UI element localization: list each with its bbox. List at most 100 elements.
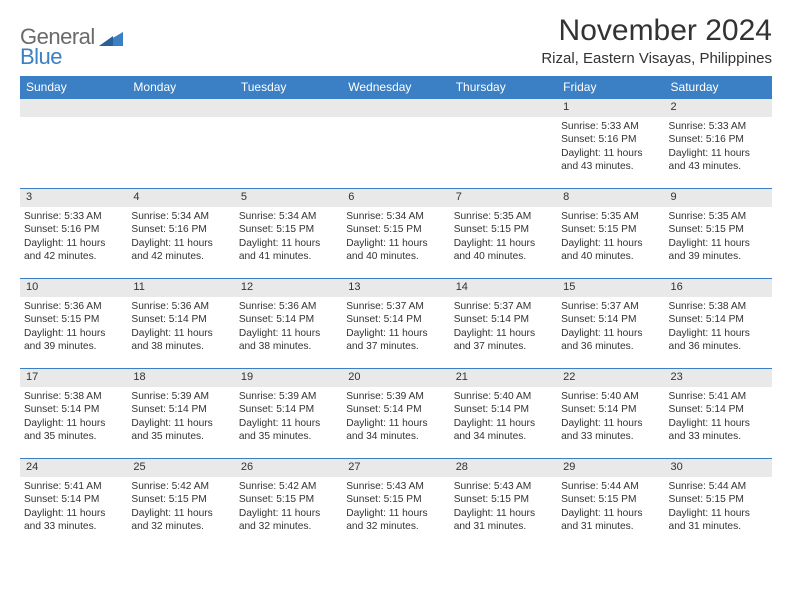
logo-mark-icon <box>99 28 125 48</box>
day-sunrise: Sunrise: 5:34 AM <box>239 210 338 223</box>
calendar-day-cell <box>20 99 127 189</box>
calendar-day-cell: 22Sunrise: 5:40 AMSunset: 5:14 PMDayligh… <box>557 369 664 459</box>
day-sunset: Sunset: 5:16 PM <box>561 133 660 146</box>
day-sunrise: Sunrise: 5:33 AM <box>24 210 123 223</box>
day-sunset: Sunset: 5:15 PM <box>239 223 338 236</box>
day-data: Sunrise: 5:34 AMSunset: 5:15 PMDaylight:… <box>235 207 342 269</box>
calendar-day-cell: 10Sunrise: 5:36 AMSunset: 5:15 PMDayligh… <box>20 279 127 369</box>
day-data: Sunrise: 5:44 AMSunset: 5:15 PMDaylight:… <box>665 477 772 539</box>
day-daylight: Daylight: 11 hours and 31 minutes. <box>454 507 553 534</box>
day-number: 5 <box>235 189 342 207</box>
day-sunset: Sunset: 5:15 PM <box>346 223 445 236</box>
calendar-day-cell: 8Sunrise: 5:35 AMSunset: 5:15 PMDaylight… <box>557 189 664 279</box>
calendar-table: SundayMondayTuesdayWednesdayThursdayFrid… <box>20 76 772 549</box>
day-daylight: Daylight: 11 hours and 42 minutes. <box>131 237 230 264</box>
day-number: 12 <box>235 279 342 297</box>
day-data: Sunrise: 5:36 AMSunset: 5:14 PMDaylight:… <box>235 297 342 359</box>
weekday-header: Tuesday <box>235 76 342 99</box>
day-number <box>127 99 234 117</box>
day-data: Sunrise: 5:41 AMSunset: 5:14 PMDaylight:… <box>665 387 772 449</box>
calendar-day-cell: 29Sunrise: 5:44 AMSunset: 5:15 PMDayligh… <box>557 459 664 549</box>
day-sunset: Sunset: 5:14 PM <box>131 313 230 326</box>
calendar-week-row: 3Sunrise: 5:33 AMSunset: 5:16 PMDaylight… <box>20 189 772 279</box>
location: Rizal, Eastern Visayas, Philippines <box>541 50 772 67</box>
day-number: 28 <box>450 459 557 477</box>
day-sunrise: Sunrise: 5:33 AM <box>669 120 768 133</box>
day-number <box>342 99 449 117</box>
day-number: 11 <box>127 279 234 297</box>
day-daylight: Daylight: 11 hours and 43 minutes. <box>561 147 660 174</box>
day-daylight: Daylight: 11 hours and 33 minutes. <box>24 507 123 534</box>
header: General Blue November 2024 Rizal, Easter… <box>20 14 772 70</box>
day-sunset: Sunset: 5:15 PM <box>669 223 768 236</box>
day-sunset: Sunset: 5:15 PM <box>454 223 553 236</box>
calendar-day-cell: 7Sunrise: 5:35 AMSunset: 5:15 PMDaylight… <box>450 189 557 279</box>
day-daylight: Daylight: 11 hours and 40 minutes. <box>454 237 553 264</box>
calendar-week-row: 17Sunrise: 5:38 AMSunset: 5:14 PMDayligh… <box>20 369 772 459</box>
day-sunset: Sunset: 5:14 PM <box>24 493 123 506</box>
calendar-day-cell: 2Sunrise: 5:33 AMSunset: 5:16 PMDaylight… <box>665 99 772 189</box>
day-number: 14 <box>450 279 557 297</box>
day-data: Sunrise: 5:39 AMSunset: 5:14 PMDaylight:… <box>235 387 342 449</box>
calendar-day-cell: 17Sunrise: 5:38 AMSunset: 5:14 PMDayligh… <box>20 369 127 459</box>
calendar-day-cell: 28Sunrise: 5:43 AMSunset: 5:15 PMDayligh… <box>450 459 557 549</box>
day-data: Sunrise: 5:40 AMSunset: 5:14 PMDaylight:… <box>450 387 557 449</box>
day-sunrise: Sunrise: 5:44 AM <box>669 480 768 493</box>
day-sunset: Sunset: 5:15 PM <box>669 493 768 506</box>
day-data: Sunrise: 5:39 AMSunset: 5:14 PMDaylight:… <box>127 387 234 449</box>
day-sunset: Sunset: 5:14 PM <box>561 403 660 416</box>
day-number: 25 <box>127 459 234 477</box>
day-number: 22 <box>557 369 664 387</box>
day-sunrise: Sunrise: 5:35 AM <box>669 210 768 223</box>
day-data: Sunrise: 5:35 AMSunset: 5:15 PMDaylight:… <box>665 207 772 269</box>
day-data: Sunrise: 5:35 AMSunset: 5:15 PMDaylight:… <box>557 207 664 269</box>
logo: General Blue <box>20 24 125 70</box>
day-sunset: Sunset: 5:15 PM <box>24 313 123 326</box>
weekday-header: Wednesday <box>342 76 449 99</box>
day-sunrise: Sunrise: 5:36 AM <box>239 300 338 313</box>
day-sunset: Sunset: 5:14 PM <box>561 313 660 326</box>
day-data: Sunrise: 5:43 AMSunset: 5:15 PMDaylight:… <box>342 477 449 539</box>
day-daylight: Daylight: 11 hours and 35 minutes. <box>239 417 338 444</box>
calendar-day-cell <box>235 99 342 189</box>
calendar-day-cell: 25Sunrise: 5:42 AMSunset: 5:15 PMDayligh… <box>127 459 234 549</box>
day-sunset: Sunset: 5:14 PM <box>669 313 768 326</box>
calendar-day-cell: 11Sunrise: 5:36 AMSunset: 5:14 PMDayligh… <box>127 279 234 369</box>
day-sunrise: Sunrise: 5:34 AM <box>346 210 445 223</box>
day-sunset: Sunset: 5:15 PM <box>239 493 338 506</box>
day-data: Sunrise: 5:44 AMSunset: 5:15 PMDaylight:… <box>557 477 664 539</box>
weekday-header: Sunday <box>20 76 127 99</box>
day-data: Sunrise: 5:43 AMSunset: 5:15 PMDaylight:… <box>450 477 557 539</box>
calendar-week-row: 10Sunrise: 5:36 AMSunset: 5:15 PMDayligh… <box>20 279 772 369</box>
weekday-header-row: SundayMondayTuesdayWednesdayThursdayFrid… <box>20 76 772 99</box>
day-number: 3 <box>20 189 127 207</box>
day-number: 9 <box>665 189 772 207</box>
day-sunrise: Sunrise: 5:35 AM <box>454 210 553 223</box>
day-daylight: Daylight: 11 hours and 43 minutes. <box>669 147 768 174</box>
day-sunset: Sunset: 5:16 PM <box>669 133 768 146</box>
day-daylight: Daylight: 11 hours and 40 minutes. <box>346 237 445 264</box>
day-daylight: Daylight: 11 hours and 39 minutes. <box>24 327 123 354</box>
day-sunrise: Sunrise: 5:37 AM <box>561 300 660 313</box>
day-data: Sunrise: 5:42 AMSunset: 5:15 PMDaylight:… <box>235 477 342 539</box>
day-sunset: Sunset: 5:14 PM <box>239 403 338 416</box>
logo-text: General Blue <box>20 24 95 70</box>
day-number: 23 <box>665 369 772 387</box>
day-data: Sunrise: 5:36 AMSunset: 5:15 PMDaylight:… <box>20 297 127 359</box>
day-sunset: Sunset: 5:14 PM <box>239 313 338 326</box>
day-daylight: Daylight: 11 hours and 37 minutes. <box>346 327 445 354</box>
day-daylight: Daylight: 11 hours and 34 minutes. <box>454 417 553 444</box>
day-daylight: Daylight: 11 hours and 36 minutes. <box>561 327 660 354</box>
day-number: 8 <box>557 189 664 207</box>
day-data: Sunrise: 5:33 AMSunset: 5:16 PMDaylight:… <box>557 117 664 179</box>
day-number: 30 <box>665 459 772 477</box>
calendar-day-cell <box>450 99 557 189</box>
day-number: 20 <box>342 369 449 387</box>
day-sunset: Sunset: 5:14 PM <box>131 403 230 416</box>
weekday-header: Saturday <box>665 76 772 99</box>
day-sunset: Sunset: 5:15 PM <box>346 493 445 506</box>
day-data: Sunrise: 5:33 AMSunset: 5:16 PMDaylight:… <box>665 117 772 179</box>
day-sunrise: Sunrise: 5:43 AM <box>346 480 445 493</box>
day-number: 24 <box>20 459 127 477</box>
day-sunrise: Sunrise: 5:40 AM <box>561 390 660 403</box>
